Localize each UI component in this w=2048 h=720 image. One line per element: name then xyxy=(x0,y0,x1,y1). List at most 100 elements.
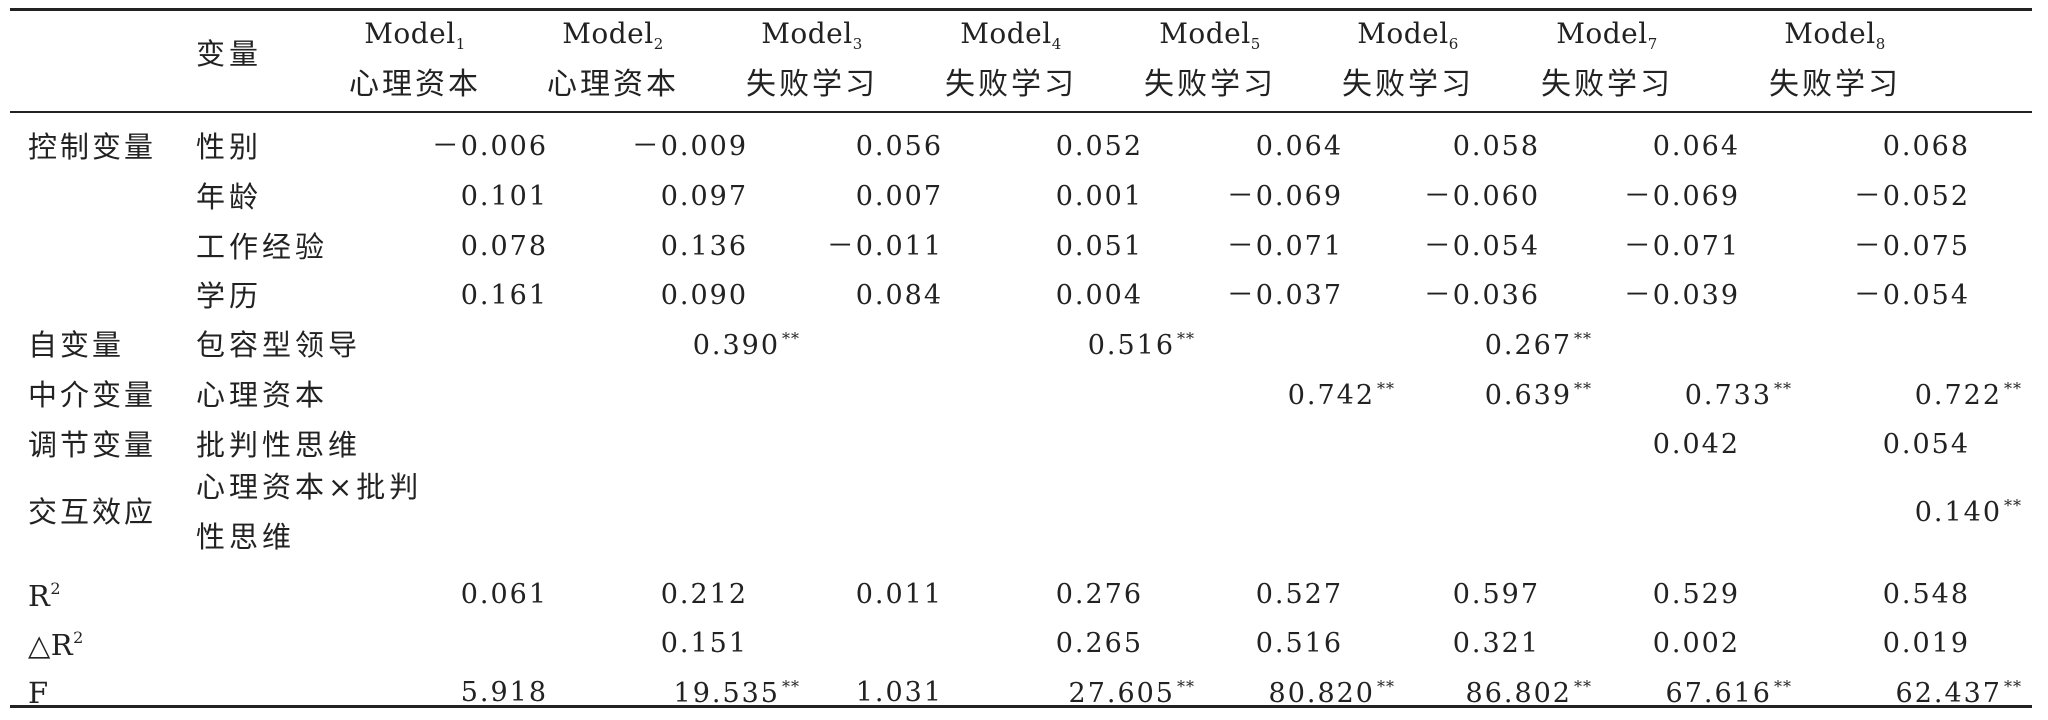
coefficient: －0.060 xyxy=(1423,181,1540,212)
significance-stars: ** xyxy=(782,677,800,696)
row-1-value-model-4: 0.052 xyxy=(993,133,1143,160)
stat-1-value-model-2: 0.212 xyxy=(598,581,748,608)
model-header-8: Model8 xyxy=(1765,20,1905,52)
model-subscript: 7 xyxy=(1647,35,1658,53)
dependent-variable-7: 失败学习 xyxy=(1541,67,1673,102)
row-2-value-model-4: 0.001 xyxy=(993,183,1143,210)
coefficient: 0.002 xyxy=(1652,628,1740,659)
coefficient: 0.140 xyxy=(1914,497,2002,528)
stat-2-value-model-2: 0.151 xyxy=(598,630,748,657)
significance-stars: ** xyxy=(2004,496,2022,515)
coefficient: 0.276 xyxy=(1055,579,1143,610)
coefficient: 86.802 xyxy=(1465,678,1572,709)
significance-stars: ** xyxy=(1377,677,1395,696)
coefficient: 0.007 xyxy=(855,181,943,212)
coefficient: 0.058 xyxy=(1452,131,1540,162)
dependent-variable-6: 失败学习 xyxy=(1342,67,1474,102)
coefficient: 0.097 xyxy=(660,181,748,212)
stat-1-value-model-6: 0.597 xyxy=(1390,581,1540,608)
row-4-value-model-6: －0.036 xyxy=(1390,282,1540,309)
coefficient: 62.437 xyxy=(1895,678,2002,709)
coefficient: 0.054 xyxy=(1882,429,1970,460)
header-rule xyxy=(10,111,2032,113)
coefficient: 0.742 xyxy=(1287,380,1375,411)
stat-2-value-model-6: 0.321 xyxy=(1390,630,1540,657)
stat-2-value-model-4: 0.265 xyxy=(993,630,1143,657)
coefficient: －0.036 xyxy=(1423,280,1540,311)
model-header-7: Model7 xyxy=(1537,20,1677,52)
dependent-variable-2: 心理资本 xyxy=(547,67,679,102)
coefficient: 0.597 xyxy=(1452,579,1540,610)
row-4-value-model-5: －0.037 xyxy=(1193,282,1343,309)
significance-stars: ** xyxy=(1574,329,1592,348)
stat-2-value-model-5: 0.516 xyxy=(1193,630,1343,657)
model-subscript: 1 xyxy=(455,35,466,53)
significance-stars: ** xyxy=(1177,677,1195,696)
row-3-value-model-4: 0.051 xyxy=(993,233,1143,260)
coefficient: 1.031 xyxy=(855,677,943,708)
coefficient: 0.061 xyxy=(460,579,548,610)
row-6-value-model-5: 0.742 ** xyxy=(1245,380,1395,411)
row-2-value-model-2: 0.097 xyxy=(598,183,748,210)
coefficient: 0.078 xyxy=(460,231,548,262)
coefficient: 0.722 xyxy=(1914,380,2002,411)
significance-stars: ** xyxy=(1177,329,1195,348)
stat-1-value-model-8: 0.548 xyxy=(1820,581,1970,608)
dependent-variable-3: 失败学习 xyxy=(746,67,878,102)
dependent-variable-5: 失败学习 xyxy=(1144,67,1276,102)
model-subscript: 8 xyxy=(1875,35,1886,53)
coefficient: 19.535 xyxy=(673,678,780,709)
row-6-value-model-7: 0.733 ** xyxy=(1642,379,1792,410)
significance-stars: ** xyxy=(1774,379,1792,398)
model-name: Model xyxy=(562,17,654,50)
coefficient: 0.056 xyxy=(855,131,943,162)
coefficient: －0.006 xyxy=(431,131,548,162)
significance-stars: ** xyxy=(1574,379,1592,398)
coefficient: －0.052 xyxy=(1853,181,1970,212)
row-variable-line-1: 心理资本×批判 xyxy=(196,470,423,504)
row-variable: 工作经验 xyxy=(196,230,329,264)
coefficient: －0.071 xyxy=(1623,231,1740,262)
row-3-value-model-6: －0.054 xyxy=(1390,233,1540,260)
row-1-value-model-6: 0.058 xyxy=(1390,133,1540,160)
row-8-value-model-8: 0.140 ** xyxy=(1872,496,2022,528)
row-5-value-model-6: 0.267 ** xyxy=(1442,329,1592,360)
row-7-value-model-8: 0.054 xyxy=(1820,431,1970,458)
significance-stars: ** xyxy=(2004,379,2022,398)
model-subscript: 2 xyxy=(653,35,664,53)
dependent-variable-1: 心理资本 xyxy=(349,67,481,102)
row-3-value-model-1: 0.078 xyxy=(398,233,548,260)
row-1-value-model-1: －0.006 xyxy=(398,133,548,160)
model-header-4: Model4 xyxy=(941,20,1081,52)
coefficient: 0.516 xyxy=(1255,628,1343,659)
coefficient: 0.090 xyxy=(660,280,748,311)
row-1-value-model-3: 0.056 xyxy=(793,133,943,160)
coefficient: 0.042 xyxy=(1652,429,1740,460)
coefficient: 0.321 xyxy=(1452,628,1540,659)
coefficient: 0.004 xyxy=(1055,280,1143,311)
row-variable: 性别 xyxy=(196,130,263,164)
coefficient: 0.161 xyxy=(460,280,548,311)
model-name: Model xyxy=(761,17,853,50)
header-variable-label: 变量 xyxy=(196,37,263,71)
coefficient: 0.084 xyxy=(855,280,943,311)
coefficient: 67.616 xyxy=(1665,678,1772,709)
row-2-value-model-1: 0.101 xyxy=(398,183,548,210)
stat-2-value-model-8: 0.019 xyxy=(1820,630,1970,657)
coefficient: 0.136 xyxy=(660,231,748,262)
dependent-variable-4: 失败学习 xyxy=(945,67,1077,102)
coefficient: 0.011 xyxy=(855,579,943,610)
row-1-value-model-5: 0.064 xyxy=(1193,133,1343,160)
coefficient: 0.051 xyxy=(1055,231,1143,262)
row-variable-line-2: 性思维 xyxy=(196,520,296,554)
row-category: 控制变量 xyxy=(28,130,157,164)
stat-label-text: R xyxy=(28,579,51,613)
coefficient: －0.039 xyxy=(1623,280,1740,311)
stat-3-value-model-1: 5.918 xyxy=(398,679,548,706)
stat-3-value-model-6: 86.802 ** xyxy=(1442,678,1592,709)
row-3-value-model-3: －0.011 xyxy=(793,233,943,260)
row-variable: 年龄 xyxy=(196,180,263,214)
row-2-value-model-7: －0.069 xyxy=(1590,183,1740,210)
coefficient: 0.529 xyxy=(1652,579,1740,610)
stat-label: △R2 xyxy=(28,630,84,660)
